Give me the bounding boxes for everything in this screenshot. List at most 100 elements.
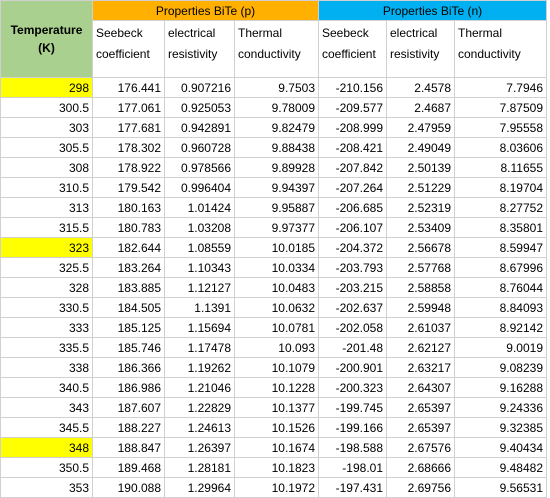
cell-n-resistivity[interactable]: 2.63217 <box>386 357 455 378</box>
cell-p-seebeck[interactable]: 182.644 <box>92 237 165 258</box>
cell-p-conductivity[interactable]: 10.0185 <box>234 237 319 258</box>
cell-p-conductivity[interactable]: 9.88438 <box>234 137 319 158</box>
cell-n-seebeck[interactable]: -199.166 <box>318 417 387 438</box>
cell-p-conductivity[interactable]: 10.0632 <box>234 297 319 318</box>
cell-n-seebeck[interactable]: -207.264 <box>318 177 387 198</box>
cell-n-resistivity[interactable]: 2.47959 <box>386 117 455 138</box>
cell-n-conductivity[interactable]: 8.03606 <box>454 137 547 158</box>
cell-n-seebeck[interactable]: -210.156 <box>318 77 387 98</box>
cell-p-conductivity[interactable]: 10.0334 <box>234 257 319 278</box>
cell-n-seebeck[interactable]: -197.431 <box>318 477 387 498</box>
temperature-cell[interactable]: 338 <box>0 357 93 378</box>
temperature-cell[interactable]: 308 <box>0 157 93 178</box>
cell-p-seebeck[interactable]: 190.088 <box>92 477 165 498</box>
temperature-cell[interactable]: 350.5 <box>0 457 93 478</box>
cell-p-seebeck[interactable]: 179.542 <box>92 177 165 198</box>
temperature-cell[interactable]: 340.5 <box>0 377 93 398</box>
cell-p-resistivity[interactable]: 1.26397 <box>164 437 235 458</box>
cell-p-conductivity[interactable]: 9.89928 <box>234 157 319 178</box>
cell-n-resistivity[interactable]: 2.51229 <box>386 177 455 198</box>
cell-n-resistivity[interactable]: 2.4578 <box>386 77 455 98</box>
temperature-cell[interactable]: 298 <box>0 77 93 98</box>
cell-n-seebeck[interactable]: -200.901 <box>318 357 387 378</box>
cell-n-resistivity[interactable]: 2.50139 <box>386 157 455 178</box>
cell-p-seebeck[interactable]: 186.366 <box>92 357 165 378</box>
cell-n-seebeck[interactable]: -198.01 <box>318 457 387 478</box>
cell-p-resistivity[interactable]: 1.01424 <box>164 197 235 218</box>
cell-n-resistivity[interactable]: 2.49049 <box>386 137 455 158</box>
cell-n-conductivity[interactable]: 9.16288 <box>454 377 547 398</box>
cell-p-resistivity[interactable]: 1.17478 <box>164 337 235 358</box>
cell-p-seebeck[interactable]: 189.468 <box>92 457 165 478</box>
cell-p-resistivity[interactable]: 1.22829 <box>164 397 235 418</box>
cell-p-resistivity[interactable]: 1.29964 <box>164 477 235 498</box>
column-header-p-seebeck[interactable]: Seebeck coefficient <box>92 20 165 78</box>
cell-p-conductivity[interactable]: 10.1377 <box>234 397 319 418</box>
cell-p-seebeck[interactable]: 188.227 <box>92 417 165 438</box>
cell-p-seebeck[interactable]: 187.607 <box>92 397 165 418</box>
temperature-cell[interactable]: 330.5 <box>0 297 93 318</box>
cell-p-seebeck[interactable]: 186.986 <box>92 377 165 398</box>
cell-p-resistivity[interactable]: 1.03208 <box>164 217 235 238</box>
cell-p-conductivity[interactable]: 10.1228 <box>234 377 319 398</box>
cell-p-seebeck[interactable]: 177.681 <box>92 117 165 138</box>
cell-n-conductivity[interactable]: 9.48482 <box>454 457 547 478</box>
cell-p-resistivity[interactable]: 1.24613 <box>164 417 235 438</box>
cell-n-conductivity[interactable]: 8.27752 <box>454 197 547 218</box>
cell-n-resistivity[interactable]: 2.58858 <box>386 277 455 298</box>
cell-n-seebeck[interactable]: -204.372 <box>318 237 387 258</box>
cell-n-resistivity[interactable]: 2.65397 <box>386 417 455 438</box>
cell-n-resistivity[interactable]: 2.69756 <box>386 477 455 498</box>
cell-n-conductivity[interactable]: 7.7946 <box>454 77 547 98</box>
cell-n-conductivity[interactable]: 9.32385 <box>454 417 547 438</box>
cell-p-conductivity[interactable]: 9.78009 <box>234 97 319 118</box>
cell-p-seebeck[interactable]: 178.302 <box>92 137 165 158</box>
temperature-cell[interactable]: 348 <box>0 437 93 458</box>
cell-n-seebeck[interactable]: -203.215 <box>318 277 387 298</box>
temperature-cell[interactable]: 323 <box>0 237 93 258</box>
cell-p-seebeck[interactable]: 176.441 <box>92 77 165 98</box>
temperature-cell[interactable]: 345.5 <box>0 417 93 438</box>
cell-n-conductivity[interactable]: 8.76044 <box>454 277 547 298</box>
column-header-n-seebeck[interactable]: Seebeck coefficient <box>318 20 387 78</box>
cell-n-conductivity[interactable]: 8.35801 <box>454 217 547 238</box>
cell-p-seebeck[interactable]: 177.061 <box>92 97 165 118</box>
cell-n-conductivity[interactable]: 9.0019 <box>454 337 547 358</box>
cell-p-seebeck[interactable]: 185.125 <box>92 317 165 338</box>
cell-n-resistivity[interactable]: 2.62127 <box>386 337 455 358</box>
cell-p-conductivity[interactable]: 9.7503 <box>234 77 319 98</box>
group-header-p-type[interactable]: Properties BiTe (p) <box>92 0 319 21</box>
cell-p-conductivity[interactable]: 10.1526 <box>234 417 319 438</box>
cell-p-resistivity[interactable]: 0.907216 <box>164 77 235 98</box>
cell-n-resistivity[interactable]: 2.56678 <box>386 237 455 258</box>
temperature-cell[interactable]: 305.5 <box>0 137 93 158</box>
temperature-cell[interactable]: 343 <box>0 397 93 418</box>
cell-n-conductivity[interactable]: 8.67996 <box>454 257 547 278</box>
cell-p-conductivity[interactable]: 9.97377 <box>234 217 319 238</box>
cell-n-resistivity[interactable]: 2.68666 <box>386 457 455 478</box>
cell-p-conductivity[interactable]: 10.1823 <box>234 457 319 478</box>
cell-p-conductivity[interactable]: 10.0781 <box>234 317 319 338</box>
cell-p-conductivity[interactable]: 10.1674 <box>234 437 319 458</box>
cell-n-seebeck[interactable]: -209.577 <box>318 97 387 118</box>
temperature-cell[interactable]: 310.5 <box>0 177 93 198</box>
cell-n-resistivity[interactable]: 2.59948 <box>386 297 455 318</box>
cell-n-resistivity[interactable]: 2.61037 <box>386 317 455 338</box>
cell-n-seebeck[interactable]: -198.588 <box>318 437 387 458</box>
cell-n-conductivity[interactable]: 8.84093 <box>454 297 547 318</box>
cell-n-conductivity[interactable]: 8.19704 <box>454 177 547 198</box>
cell-n-resistivity[interactable]: 2.52319 <box>386 197 455 218</box>
cell-p-resistivity[interactable]: 1.15694 <box>164 317 235 338</box>
cell-n-resistivity[interactable]: 2.67576 <box>386 437 455 458</box>
cell-p-resistivity[interactable]: 1.10343 <box>164 257 235 278</box>
cell-n-resistivity[interactable]: 2.4687 <box>386 97 455 118</box>
cell-n-resistivity[interactable]: 2.64307 <box>386 377 455 398</box>
cell-n-seebeck[interactable]: -199.745 <box>318 397 387 418</box>
temperature-cell[interactable]: 328 <box>0 277 93 298</box>
group-header-n-type[interactable]: Properties BiTe (n) <box>318 0 547 21</box>
cell-p-seebeck[interactable]: 188.847 <box>92 437 165 458</box>
cell-p-resistivity[interactable]: 1.1391 <box>164 297 235 318</box>
temperature-cell[interactable]: 315.5 <box>0 217 93 238</box>
cell-n-conductivity[interactable]: 9.56531 <box>454 477 547 498</box>
temperature-header-cell[interactable]: Temperature (K) <box>0 0 93 78</box>
